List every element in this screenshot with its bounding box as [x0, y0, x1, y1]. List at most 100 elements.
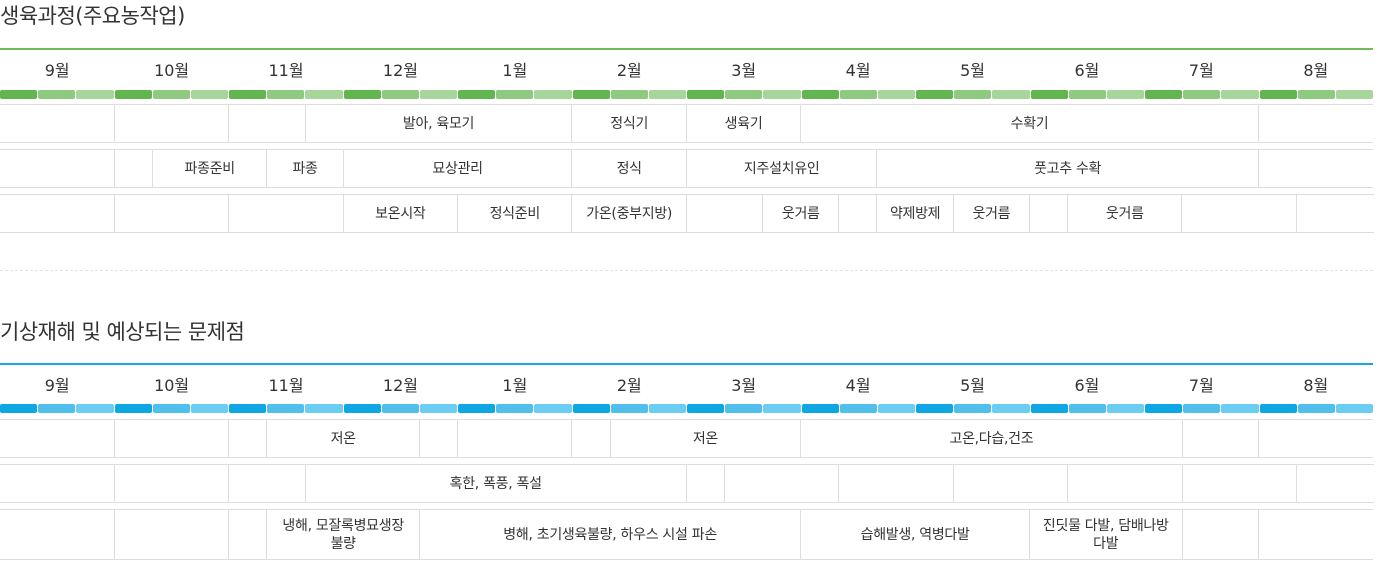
month-label: 1월 — [502, 61, 528, 80]
table-cell: 가온(중부지방) — [571, 194, 687, 233]
table-cell — [1257, 419, 1373, 458]
month-label: 11월 — [268, 376, 304, 395]
table-cell — [228, 509, 268, 560]
table-cell — [113, 419, 230, 458]
period-segment — [0, 404, 38, 413]
period-segment — [458, 404, 496, 413]
period-segment — [1030, 90, 1068, 99]
month-label: 3월 — [731, 376, 757, 395]
month-label: 6월 — [1074, 376, 1100, 395]
month-label: 10월 — [154, 376, 190, 395]
period-segment — [343, 404, 381, 413]
period-segment — [1335, 404, 1373, 413]
period-segment — [725, 90, 763, 99]
table-cell — [571, 419, 611, 458]
period-segment — [458, 90, 496, 99]
table-cell: 고온,다습,건조 — [800, 419, 1183, 458]
period-segment — [610, 404, 648, 413]
table-cell: 발아, 육모기 — [304, 104, 573, 143]
table-cell: 수확기 — [800, 104, 1259, 143]
row-gap — [0, 143, 1373, 150]
period-segment — [1297, 404, 1335, 413]
month-label: 2월 — [616, 61, 642, 80]
period-segment — [801, 90, 839, 99]
table-cell: 웃거름 — [762, 194, 840, 233]
table-cell — [0, 194, 115, 233]
period-segment — [1145, 90, 1183, 99]
period-segment — [1183, 90, 1221, 99]
period-segment — [763, 90, 801, 99]
period-segment — [954, 90, 992, 99]
period-segment — [419, 404, 457, 413]
table-cell — [1295, 464, 1373, 503]
period-segment — [152, 90, 190, 99]
month-label: 7월 — [1188, 61, 1214, 80]
period-segment — [267, 404, 305, 413]
month-label: 2월 — [616, 376, 642, 395]
table-cell — [0, 509, 115, 560]
table-cell — [0, 104, 115, 143]
period-segment — [877, 90, 915, 99]
table-cell: 병해, 초기생육불량, 하우스 시설 파손 — [418, 509, 802, 560]
period-segment — [916, 90, 954, 99]
month-label: 5월 — [960, 376, 985, 395]
table-cell — [113, 464, 230, 503]
table-cell — [1181, 419, 1259, 458]
table-row: 보온시작 정식준비 가온(중부지방) 웃거름 약제방제 웃거름 웃거름 — [0, 194, 1373, 233]
weather-top-line — [0, 363, 1373, 365]
period-segment — [1183, 404, 1221, 413]
table-cell: 정식기 — [571, 104, 687, 143]
month-label: 12월 — [382, 376, 418, 395]
month-label: 12월 — [382, 61, 418, 80]
period-segment — [1221, 90, 1259, 99]
table-cell: 풋고추 수확 — [876, 149, 1259, 188]
table-cell: 보온시작 — [342, 194, 459, 233]
section-divider — [0, 270, 1373, 271]
table-cell: 혹한, 폭풍, 폭설 — [304, 464, 687, 503]
period-segment — [610, 90, 648, 99]
table-cell — [1257, 509, 1373, 560]
table-cell — [418, 419, 459, 458]
period-segment — [534, 90, 572, 99]
table-cell — [113, 104, 230, 143]
table-cell — [838, 464, 954, 503]
table-row: 저온 저온 고온,다습,건조 — [0, 419, 1373, 458]
table-cell: 습해발생, 역병다발 — [800, 509, 1030, 560]
period-segment — [572, 90, 610, 99]
table-cell: 생육기 — [685, 104, 802, 143]
month-label: 7월 — [1188, 376, 1214, 395]
table-cell: 웃거름 — [1067, 194, 1183, 233]
period-segment — [916, 404, 954, 413]
period-segment — [305, 90, 343, 99]
period-segment — [1106, 90, 1144, 99]
table-cell: 약제방제 — [876, 194, 954, 233]
table-cell — [113, 509, 230, 560]
period-segment — [267, 90, 305, 99]
table-cell — [1295, 194, 1373, 233]
period-segment — [648, 404, 686, 413]
month-label: 9월 — [44, 376, 70, 395]
table-cell: 파종 — [266, 149, 344, 188]
period-segment — [954, 404, 992, 413]
period-segment — [114, 90, 152, 99]
growth-section-title: 생육과정(주요농작업) — [0, 4, 185, 28]
period-segment — [1068, 404, 1106, 413]
growth-month-header: 9월 10월 11월 12월 1월 2월 3월 4월 5월 6월 7월 8월 — [0, 56, 1373, 86]
period-segment — [0, 90, 38, 99]
period-segment — [1259, 90, 1297, 99]
table-cell: 지주설치유인 — [685, 149, 878, 188]
period-segment — [839, 404, 877, 413]
period-segment — [801, 404, 839, 413]
period-segment — [648, 90, 686, 99]
table-row: 혹한, 폭풍, 폭설 — [0, 464, 1373, 503]
period-segment — [1259, 404, 1297, 413]
table-cell — [1067, 464, 1183, 503]
table-cell — [113, 194, 230, 233]
period-segment — [1068, 90, 1106, 99]
period-segment — [687, 90, 725, 99]
period-segment — [992, 404, 1030, 413]
period-segment — [572, 404, 610, 413]
period-segment — [687, 404, 725, 413]
period-segment — [419, 90, 457, 99]
period-segment — [1030, 404, 1068, 413]
